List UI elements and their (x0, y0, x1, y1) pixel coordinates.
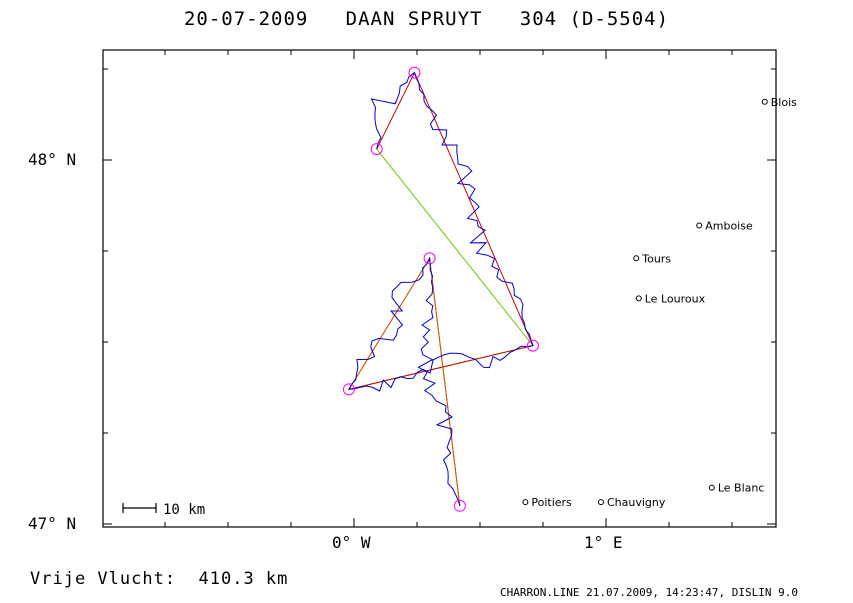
distance-label: Vrije Vlucht: 410.3 km (30, 569, 289, 589)
footer-label: CHARRON.LINE 21.07.2009, 14:23:47, DISLI… (500, 586, 799, 599)
red-route (376, 72, 415, 150)
lat-label-48: 48° N (28, 150, 77, 169)
cities: Blois Amboise Tours Le Louroux Poitiers Chauv… (522, 96, 797, 509)
turnpoint-marker (370, 143, 383, 156)
lat-label-47: 47° N (28, 514, 77, 533)
turnpoints (342, 66, 539, 512)
task-routes (347, 72, 534, 506)
flight-track (348, 71, 534, 506)
turnpoint-marker (526, 339, 539, 352)
city-label: Le Louroux (645, 292, 706, 305)
scale-bar: 10 km (122, 502, 205, 518)
turnpoint-marker (423, 252, 436, 265)
lon-label-1: 1° E (584, 533, 623, 552)
red-route (347, 256, 534, 506)
page-title: 20-07-2009 DAAN SPRUYT 304 (D-5504) (183, 8, 670, 30)
city-label: Amboise (705, 220, 753, 233)
lon-label-0: 0° W (332, 533, 371, 552)
turnpoint-marker (408, 66, 421, 79)
orange-route (348, 256, 461, 506)
city-marker (635, 295, 642, 302)
city-marker (761, 98, 768, 105)
city-label: Chauvigny (607, 496, 666, 509)
city-marker (696, 222, 703, 229)
city-marker (597, 499, 604, 506)
city-label: Tours (641, 252, 671, 265)
city-marker (708, 484, 715, 491)
city-label: Blois (771, 96, 797, 109)
axis-ticks (103, 50, 776, 527)
red-route (414, 72, 534, 346)
turnpoint-marker (342, 383, 355, 396)
city-label: Poitiers (531, 496, 572, 509)
turnpoint-marker (453, 499, 466, 512)
city-marker (522, 499, 529, 506)
map-frame (102, 49, 777, 528)
scale-label: 10 km (163, 502, 205, 518)
city-label: Le Blanc (718, 482, 765, 495)
city-marker (633, 255, 640, 262)
